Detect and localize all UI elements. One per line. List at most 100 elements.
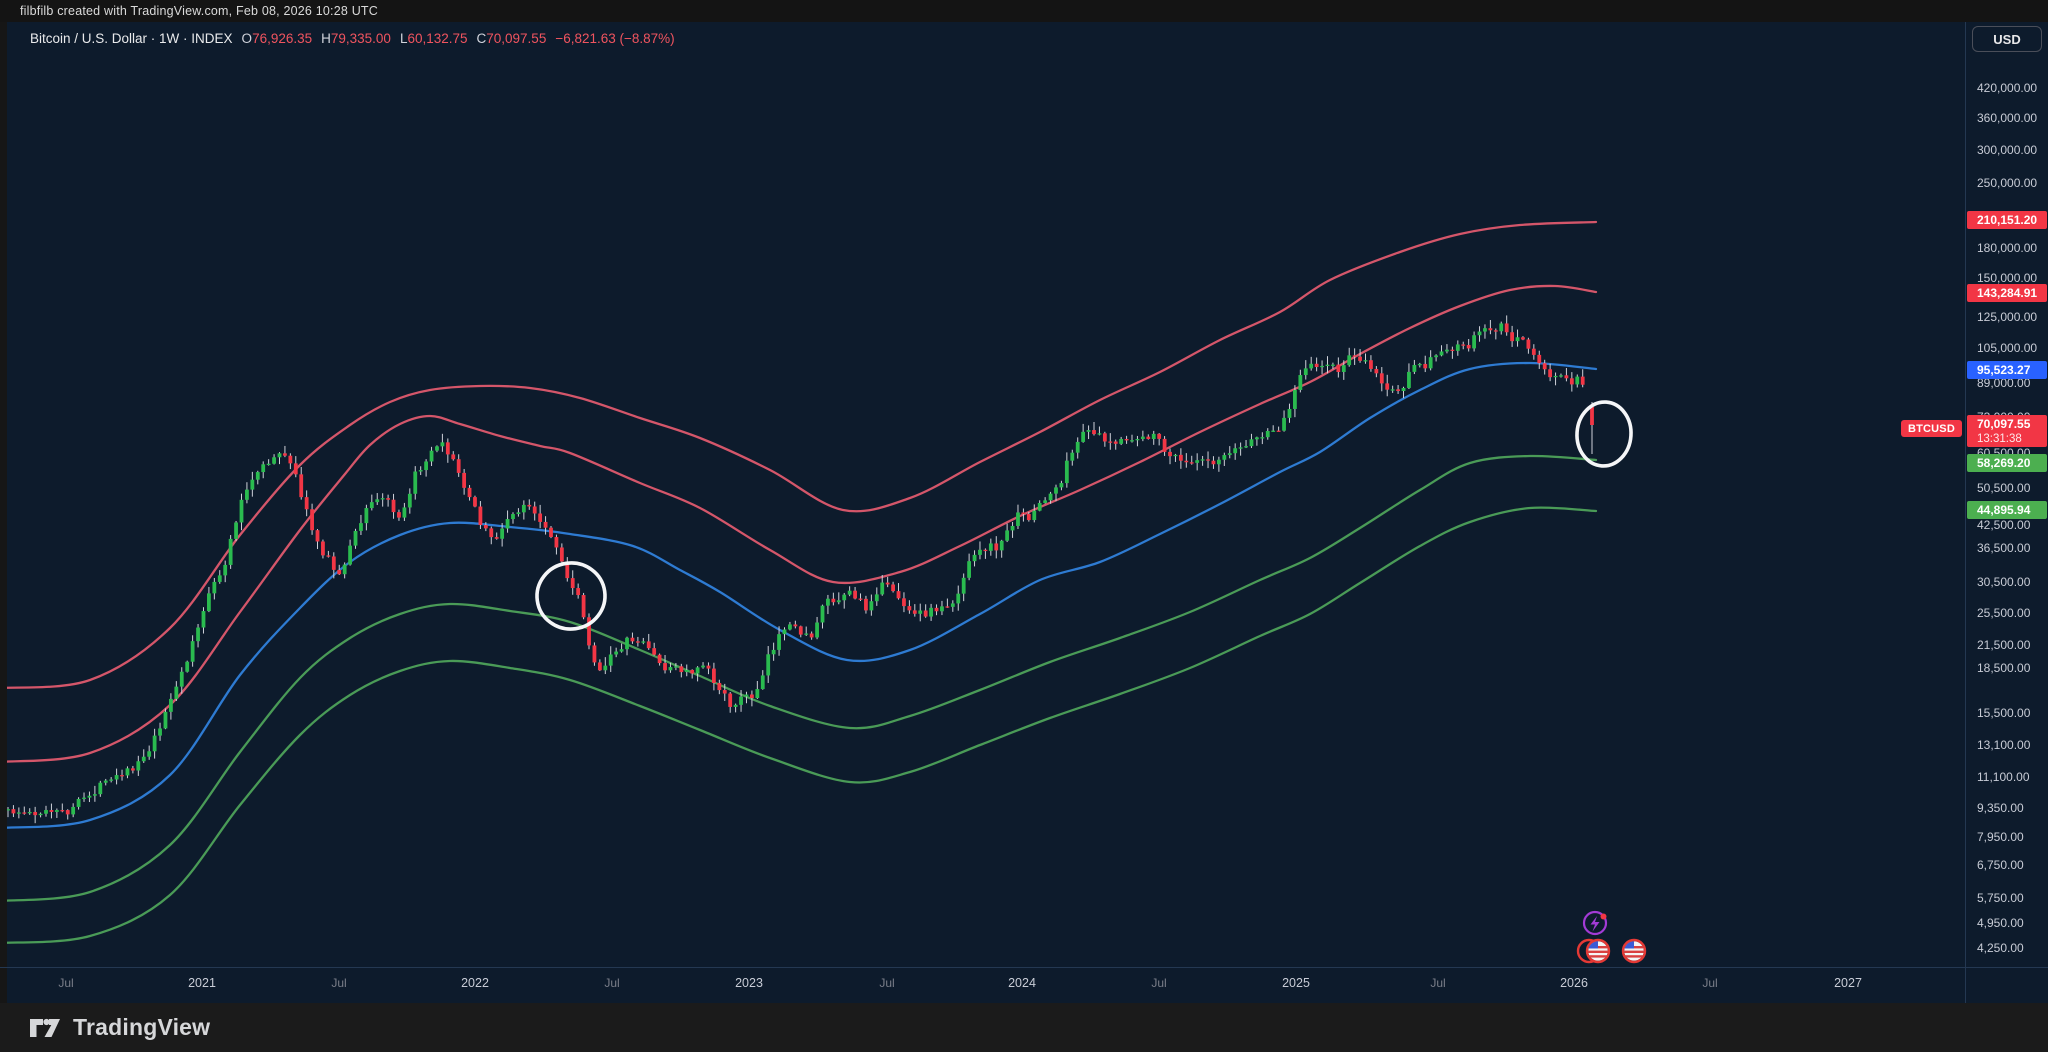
- candle-body: [1054, 487, 1058, 494]
- candle-body: [717, 682, 722, 691]
- symbol-title[interactable]: Bitcoin / U.S. Dollar · 1W · INDEX: [30, 31, 233, 46]
- candle-body: [592, 645, 597, 663]
- candle-body: [630, 637, 635, 642]
- candle-body: [809, 633, 814, 638]
- candle-body: [54, 810, 59, 812]
- time-tick-label: Jul: [879, 976, 895, 990]
- candle-body: [1151, 433, 1156, 440]
- candle-body: [103, 780, 108, 783]
- candle-body: [1021, 512, 1026, 514]
- time-tick-label: 2023: [735, 976, 763, 990]
- time-axis[interactable]: Jul 2021 Jul 2022 Jul 2023 Jul 2024 Jul 2025 Jul 20…: [0, 967, 2048, 1004]
- candle-body: [190, 641, 195, 662]
- time-tick-label: 2024: [1008, 976, 1036, 990]
- candle-body: [49, 810, 54, 812]
- candle-body: [413, 471, 418, 494]
- candle-body: [1184, 460, 1189, 463]
- candle-body: [516, 512, 521, 515]
- price-tick-label: 5,750.00: [1977, 891, 2024, 905]
- candle-body: [1048, 493, 1053, 501]
- tradingview-logo-icon[interactable]: [28, 1014, 62, 1042]
- candle-body: [445, 442, 450, 455]
- candle-body: [820, 605, 825, 623]
- candle-body: [6, 809, 10, 811]
- time-tick-label: 2021: [188, 976, 216, 990]
- candle-body: [635, 641, 640, 643]
- symbol-info[interactable]: Bitcoin / U.S. Dollar · 1W · INDEX O76,92…: [30, 31, 675, 46]
- us-flag-event-icon[interactable]: [1585, 938, 1611, 964]
- candle-body: [1206, 459, 1210, 461]
- candle-body: [440, 442, 445, 447]
- candle-body: [739, 696, 743, 705]
- feb-2026-breakdown-circle[interactable]: [1575, 400, 1633, 468]
- candle-body: [679, 666, 684, 673]
- candle-body: [331, 556, 336, 570]
- candle-body: [1200, 459, 1205, 461]
- credit-bar: filbfilb created with TradingView.com, F…: [0, 0, 2048, 22]
- candle-body: [1097, 433, 1102, 435]
- candle-body: [380, 498, 385, 500]
- price-tick-label: 36,500.00: [1977, 541, 2031, 555]
- tradingview-wordmark[interactable]: TradingView: [73, 1014, 211, 1040]
- candlestick-chart[interactable]: [0, 22, 1965, 1003]
- candle-body: [1531, 348, 1536, 355]
- currency-toggle-button[interactable]: USD: [1972, 26, 2042, 52]
- candle-body: [174, 686, 179, 699]
- candle-body: [1059, 483, 1064, 488]
- candle-body: [880, 582, 885, 595]
- may-2022-breakdown-circle[interactable]: [533, 559, 610, 634]
- us-flag-event-icon[interactable]: [1621, 938, 1647, 964]
- candle-body: [929, 607, 933, 617]
- change-readout: −6,821.63 (−8.87%): [555, 31, 675, 46]
- candle-body: [1347, 355, 1352, 366]
- candle-body: [1385, 383, 1390, 390]
- candle-body: [1369, 360, 1373, 369]
- candle-body: [1417, 363, 1422, 366]
- candle-body: [614, 651, 619, 655]
- pane-left-edge: [0, 22, 7, 1003]
- candle-body: [397, 512, 401, 518]
- candle-body: [310, 509, 314, 531]
- candle-body: [326, 555, 331, 557]
- chart-pane[interactable]: Bitcoin / U.S. Dollar · 1W · INDEX O76,92…: [0, 22, 2048, 1003]
- candle-body: [1135, 439, 1140, 441]
- candle-body: [744, 694, 749, 697]
- ohlc-value: C70,097.55: [476, 31, 547, 46]
- candle-body: [923, 610, 928, 617]
- candle-body: [940, 606, 944, 612]
- candle-body: [603, 665, 608, 671]
- candle-body: [907, 606, 912, 611]
- candle-body: [288, 455, 293, 464]
- candle-body: [33, 811, 38, 816]
- candle-body: [1233, 448, 1238, 454]
- candle-body: [565, 561, 570, 579]
- ohlc-value: L60,132.75: [399, 31, 468, 46]
- candle-body: [1081, 431, 1086, 442]
- price-badge: 95,523.27: [1967, 361, 2047, 379]
- candle-body: [196, 627, 200, 642]
- candle-body: [76, 798, 81, 807]
- price-tick-label: 360,000.00: [1977, 111, 2038, 125]
- candle-body: [1483, 328, 1487, 332]
- candle-body: [1276, 430, 1281, 432]
- candle-body: [1493, 330, 1498, 332]
- candle-body: [1548, 369, 1553, 378]
- candle-body: [777, 634, 781, 650]
- candle-body: [169, 698, 173, 712]
- candle-body: [348, 545, 352, 565]
- candle-body: [646, 641, 651, 649]
- price-tick-label: 6,750.00: [1977, 858, 2024, 872]
- footer-bar: TradingView: [0, 1003, 2048, 1052]
- price-badge: 210,151.20: [1967, 211, 2047, 229]
- candle-body: [435, 446, 439, 451]
- candle-body: [684, 669, 689, 673]
- price-axis[interactable]: USD 420,000.00 360,000.00 300,000.00 250,00…: [1965, 22, 2048, 1003]
- candle-body: [755, 689, 760, 699]
- candle-body: [1363, 360, 1368, 362]
- candle-body: [1407, 371, 1411, 388]
- candle-body: [1113, 441, 1118, 444]
- candle-body: [1195, 460, 1200, 463]
- candle-body: [815, 622, 819, 638]
- candle-body: [87, 795, 92, 798]
- band-lower-inner: [0, 454, 1598, 903]
